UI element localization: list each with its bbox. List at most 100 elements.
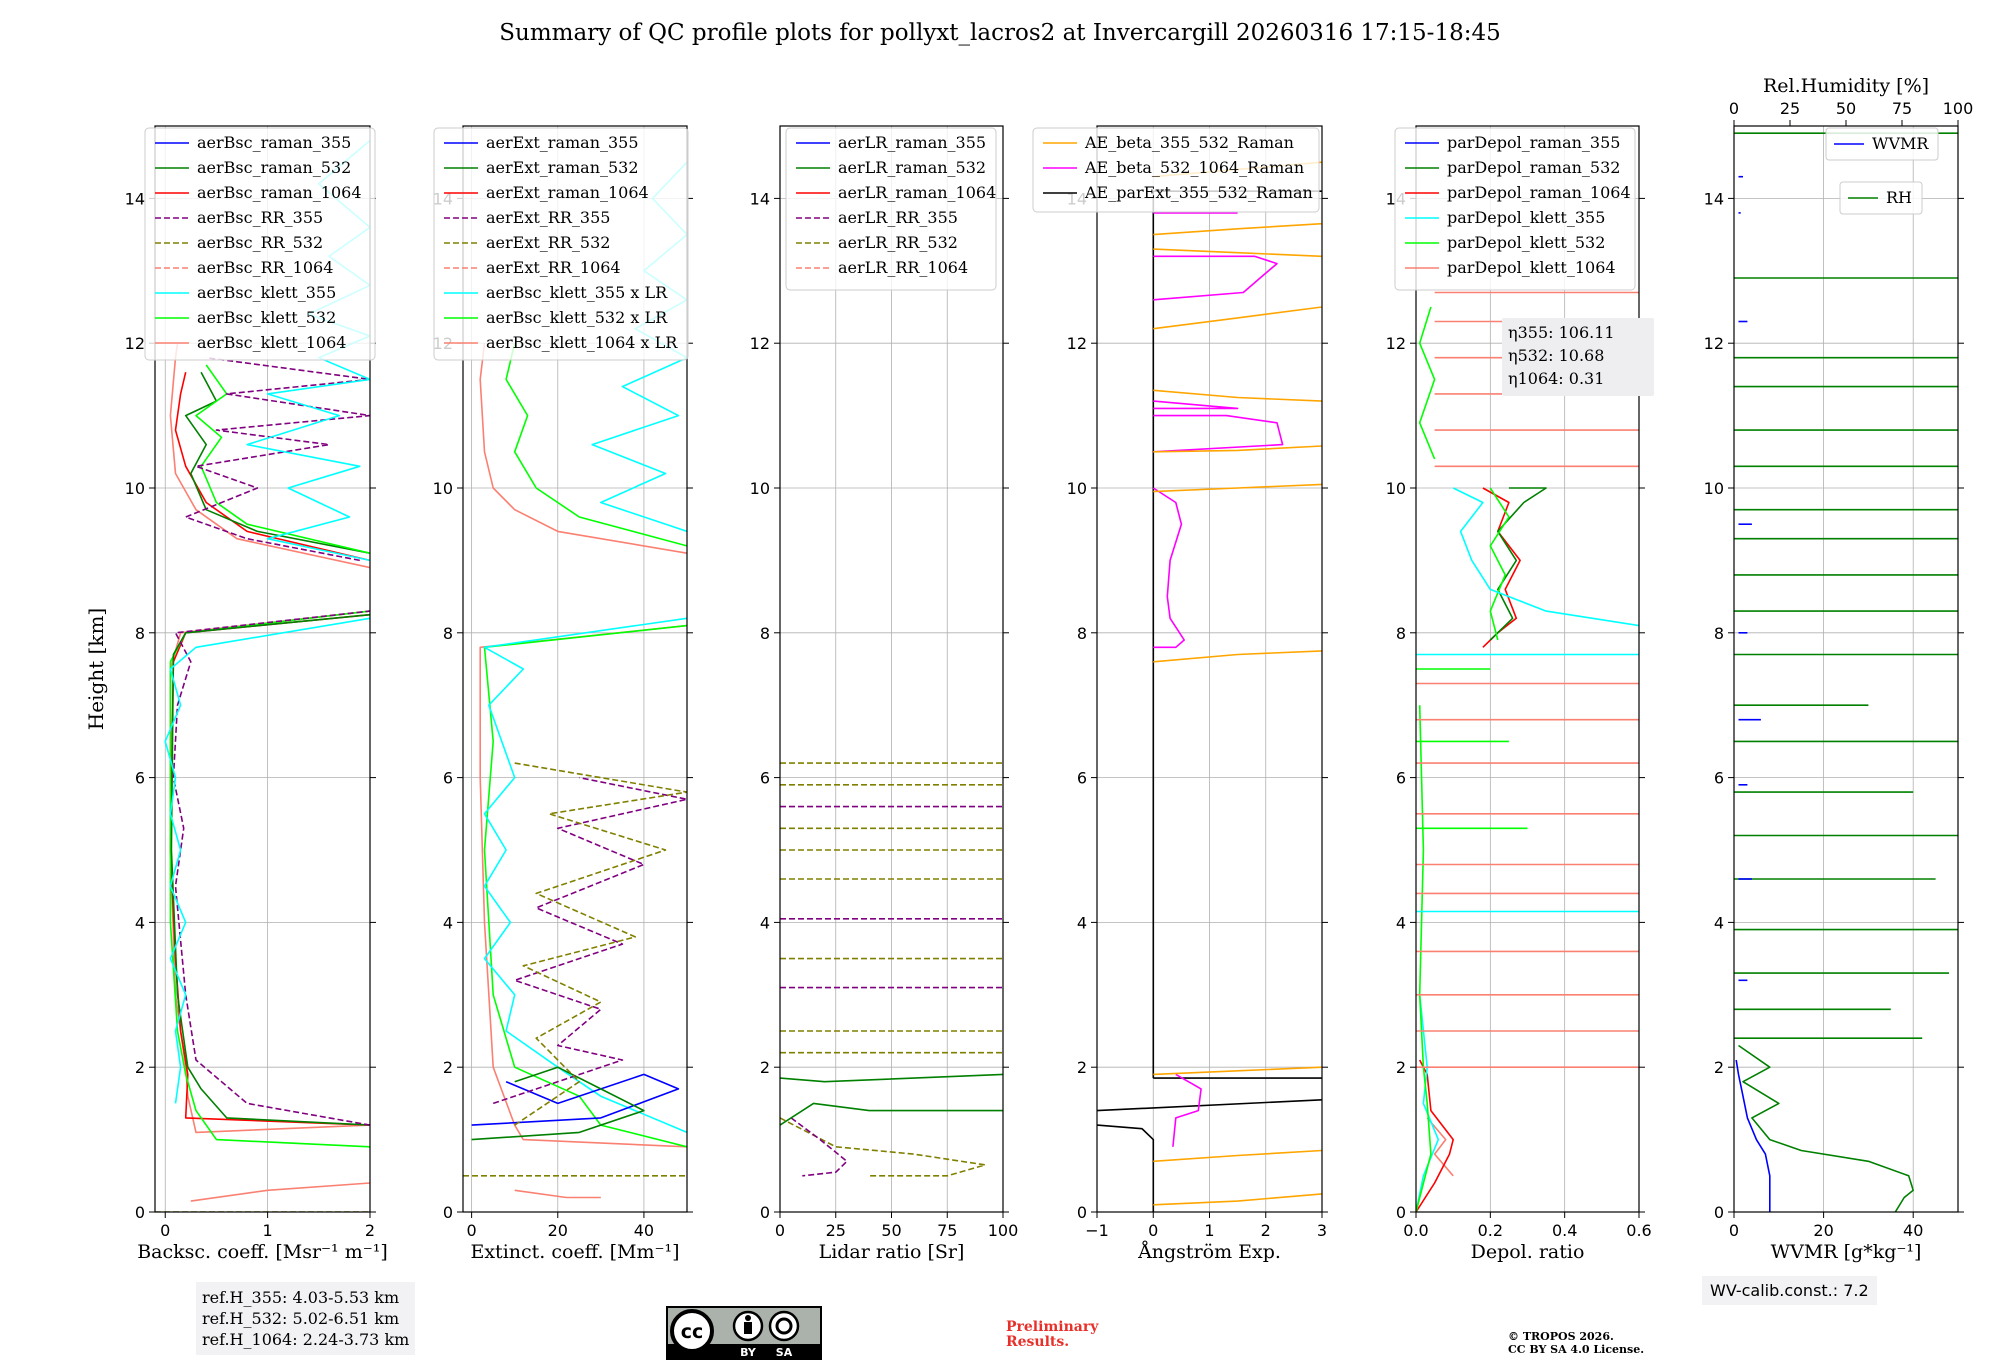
series-line-7 [1153, 414, 1284, 453]
series-line-8 [1153, 400, 1239, 410]
legend: aerLR_raman_355 aerLR_raman_532 aerLR_rama… [785, 127, 997, 291]
legend-label: aerExt_RR_355 [486, 208, 610, 227]
panel-ae: −1012302468101214Ångström Exp.AE_beta_35… [1032, 125, 1328, 1263]
legend-label: WVMR [1872, 134, 1929, 153]
series-line-13 [184, 356, 370, 562]
y-tick-label: 12 [750, 334, 770, 353]
top-x-tick-label: 0 [1729, 99, 1739, 118]
series-line-3 [1416, 994, 1440, 1212]
legend-label: aerExt_raman_355 [486, 133, 639, 152]
y-tick-label: 2 [1077, 1058, 1087, 1077]
series-line-12 [591, 161, 687, 533]
y-tick-label: 0 [1077, 1203, 1087, 1222]
series-line-7 [164, 617, 370, 1104]
legend-box [433, 127, 689, 361]
series-line-16 [1153, 445, 1322, 453]
series-line-2 [1738, 1044, 1914, 1212]
copyright-note: © TROPOS 2026. CC BY SA 4.0 License. [1508, 1330, 1644, 1356]
series-line-10 [174, 372, 370, 562]
legend-label: aerLR_raman_355 [838, 133, 986, 152]
series-group [1416, 291, 1639, 1212]
y-tick-label: 8 [135, 624, 145, 643]
series-line-4 [169, 610, 370, 1148]
x-axis-label: Backsc. coeff. [Msr⁻¹ m⁻¹] [137, 1241, 388, 1263]
legend-label: aerLR_RR_355 [838, 208, 958, 227]
wv-calibration-box: WV-calib.const.: 7.2 [1702, 1276, 1877, 1305]
y-tick-label: 6 [1714, 769, 1724, 788]
annotation-line: η1064: 0.31 [1508, 369, 1604, 388]
y-tick-label: 12 [125, 334, 145, 353]
x-axis-label: WVMR [g*kg⁻¹] [1771, 1241, 1922, 1263]
series-line-1 [1097, 1099, 1322, 1112]
series-line-5 [471, 1073, 680, 1126]
x-tick-label: 100 [988, 1221, 1019, 1240]
legend-label: parDepol_klett_1064 [1447, 258, 1616, 277]
x-tick-label: 75 [937, 1221, 957, 1240]
x-tick-label: 40 [1903, 1221, 1923, 1240]
x-tick-label: 1 [1204, 1221, 1214, 1240]
y-tick-label: 14 [125, 189, 145, 208]
legend-label: AE_beta_355_532_Raman [1084, 133, 1294, 152]
legend-label: aerLR_RR_532 [838, 233, 958, 252]
series-line-2 [1097, 1124, 1155, 1212]
x-axis-label: Extinct. coeff. [Mm⁻¹] [470, 1241, 679, 1263]
x-tick-label: 0 [1729, 1221, 1739, 1240]
top-x-tick-label: 50 [1836, 99, 1856, 118]
panel-depol: 0.00.20.40.602468101214Depol. ratioparDe… [1386, 125, 1654, 1263]
axes-frame [462, 125, 688, 1213]
legend-box [785, 127, 997, 291]
x-tick-label: 1 [263, 1221, 273, 1240]
cc-badge-text: cc [681, 1321, 704, 1343]
series-group [1734, 132, 1958, 1212]
series-line-30 [1418, 306, 1436, 460]
top-x-tick-label: 75 [1892, 99, 1912, 118]
legend-label: parDepol_raman_532 [1447, 158, 1620, 177]
legend-label: aerExt_raman_532 [486, 158, 639, 177]
x-tick-label: 25 [826, 1221, 846, 1240]
series-line-14 [1153, 650, 1322, 663]
series-group [155, 139, 370, 1212]
panel-wv: 0 20 40 0 2 4 6 8 10 12 14 WVMR [g*kg⁻¹] 0 25 50 75 100 R… [1704, 75, 1974, 1263]
y-tick-label: 2 [1714, 1058, 1724, 1077]
reference-heights-box: ref.H_355: 4.03-5.53 km ref.H_532: 5.02-… [196, 1282, 416, 1355]
y-tick-label: 0 [135, 1203, 145, 1222]
series-group [780, 762, 1003, 1177]
series-line-1 [1735, 1059, 1771, 1212]
cc-by-sa-logo: cc BY SA [666, 1306, 822, 1360]
legend: aerExt_raman_355 aerExt_raman_532 aerExt_r… [433, 127, 689, 361]
series-line-6 [1152, 487, 1185, 649]
series-line-19 [1153, 248, 1322, 258]
y-tick-label: 8 [760, 624, 770, 643]
y-tick-label: 6 [443, 769, 453, 788]
series-line-11 [1153, 1193, 1322, 1206]
series-line-6 [1489, 487, 1547, 641]
y-tick-label: 8 [1077, 624, 1087, 643]
y-tick-label: 2 [443, 1058, 453, 1077]
legend-box [144, 127, 376, 361]
x-tick-label: 0.0 [1403, 1221, 1428, 1240]
legend-label: aerLR_raman_532 [838, 158, 986, 177]
series-line-5 [170, 613, 370, 1126]
series-line-2 [479, 624, 687, 1148]
y-tick-label: 4 [1077, 913, 1087, 932]
legend-label: parDepol_raman_1064 [1447, 183, 1631, 202]
x-tick-label: 0.6 [1626, 1221, 1651, 1240]
series-line-17 [1153, 389, 1322, 402]
axes-frame [1415, 125, 1640, 1213]
x-tick-label: −1 [1085, 1221, 1109, 1240]
series-line-7 [1489, 487, 1510, 641]
y-tick-label: 10 [1067, 479, 1087, 498]
preliminary-results-note: Preliminary Results. [1006, 1320, 1098, 1350]
figure-title: Summary of QC profile plots for pollyxt_… [499, 20, 1501, 46]
series-line-13 [1153, 1066, 1322, 1076]
series-line-4 [780, 1073, 1003, 1083]
legend-label: aerBsc_raman_532 [197, 158, 351, 177]
x-tick-label: 0 [775, 1221, 785, 1240]
series-line-2 [169, 610, 370, 1134]
y-tick-label: 4 [1396, 913, 1406, 932]
y-tick-label: 14 [1704, 189, 1724, 208]
legend-label: aerBsc_klett_1064 x LR [486, 333, 678, 352]
y-tick-label: 6 [1077, 769, 1087, 788]
x-tick-label: 20 [548, 1221, 568, 1240]
